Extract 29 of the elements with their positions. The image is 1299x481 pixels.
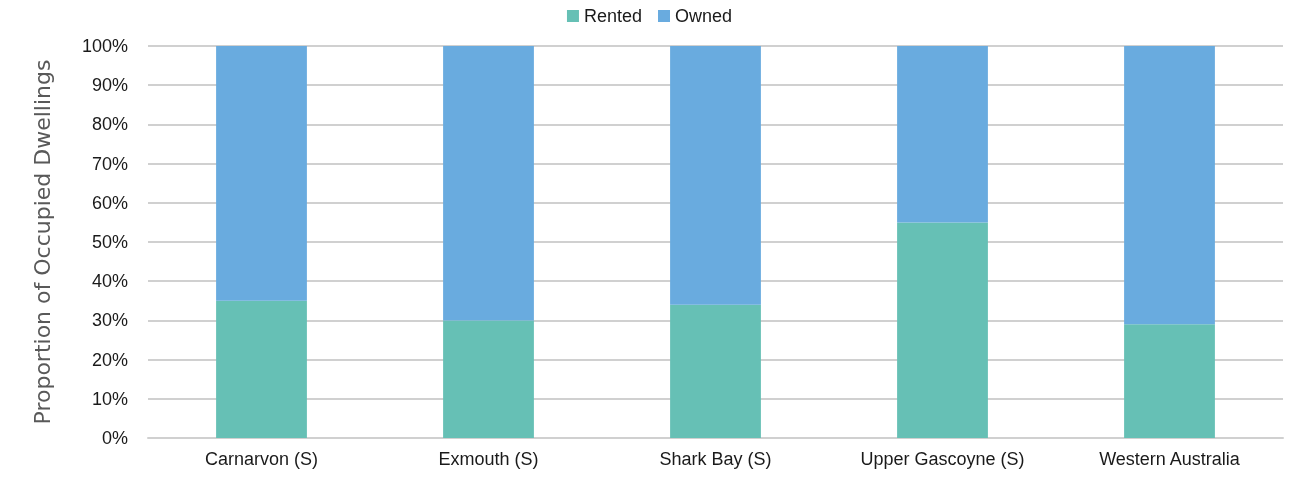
bar [897, 46, 988, 223]
y-axis-title: Proportion of Occupied Dwellings [29, 59, 55, 425]
x-tick-label: Upper Gascoyne (S) [860, 449, 1025, 469]
bar [1124, 324, 1215, 438]
y-tick-label: 100% [81, 36, 128, 56]
bar [443, 46, 534, 321]
y-tick-label: 10% [91, 388, 128, 409]
x-tick-label: Western Australia [1099, 449, 1241, 469]
x-tick-label: Carnarvon (S) [204, 449, 319, 469]
y-tick-label: 40% [91, 271, 128, 292]
bar [216, 46, 307, 301]
bar [443, 320, 534, 438]
y-tick-label: 60% [91, 192, 128, 213]
y-tick-label: 50% [91, 232, 128, 252]
y-tick-label: 80% [91, 114, 128, 135]
y-tick-label: 70% [91, 153, 128, 174]
x-tick-label: Exmouth (S) [438, 449, 539, 469]
y-tick-label: 30% [91, 310, 128, 331]
bar [216, 300, 307, 438]
y-tick-label: 0% [101, 428, 128, 448]
y-tick-label: 20% [91, 349, 128, 370]
legend-label: Rented [583, 6, 643, 26]
bar [670, 304, 761, 438]
legend-label: Owned [675, 6, 733, 26]
y-tick-label: 90% [91, 75, 128, 96]
x-tick-label: Shark Bay (S) [659, 449, 772, 469]
bar [897, 222, 988, 438]
bar [1124, 46, 1215, 325]
bar [670, 46, 761, 305]
